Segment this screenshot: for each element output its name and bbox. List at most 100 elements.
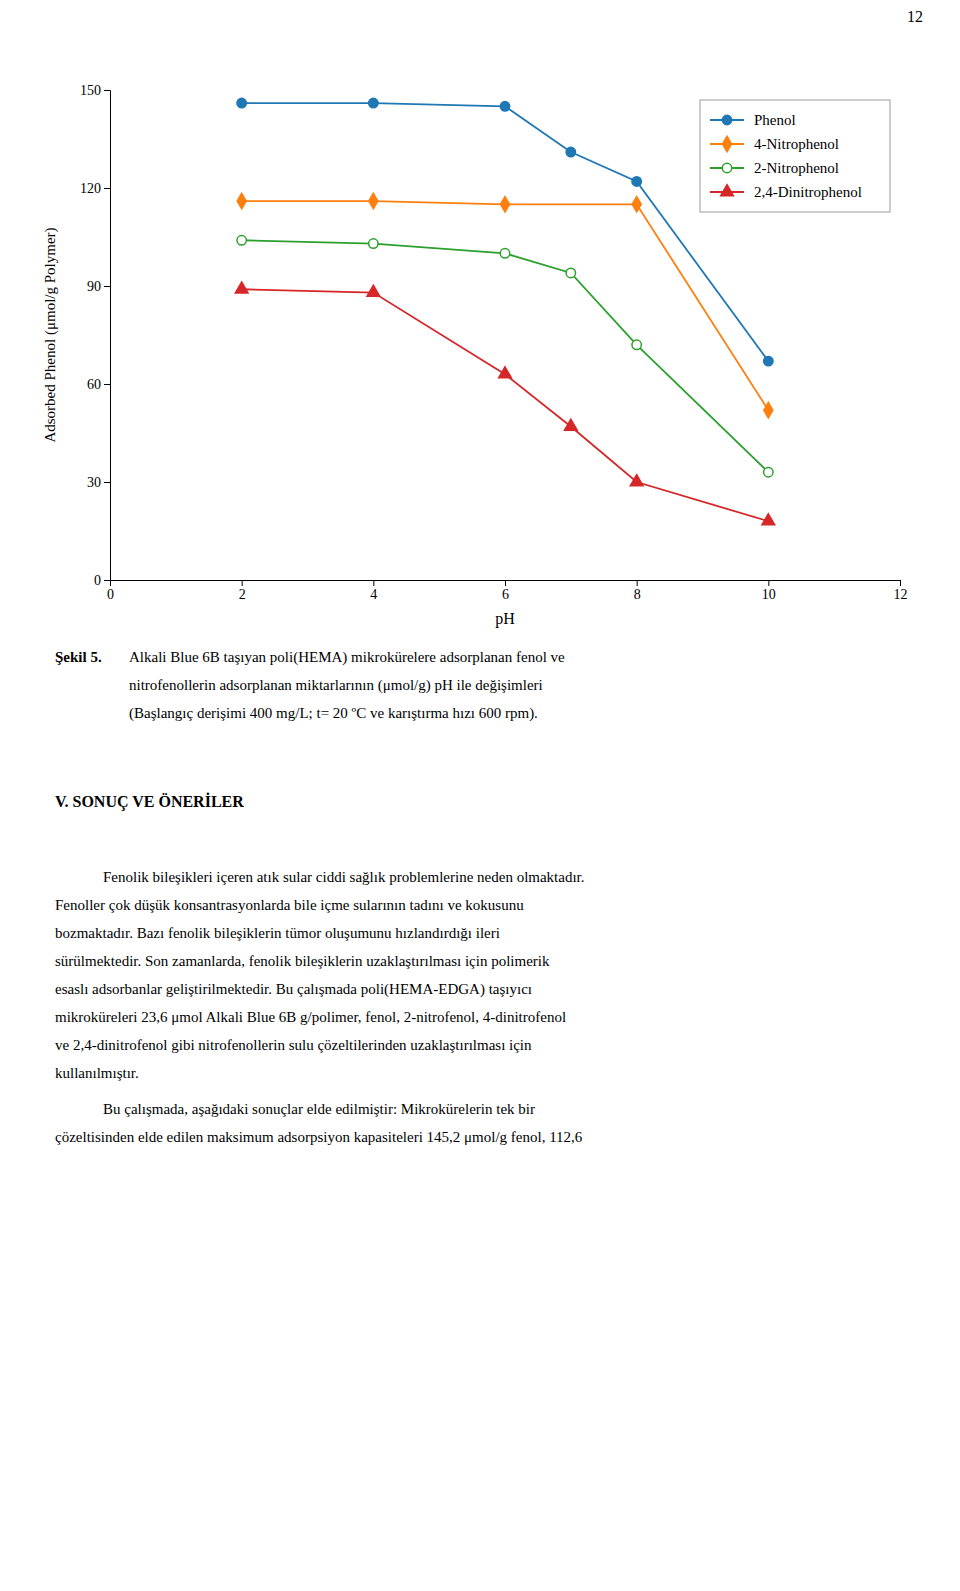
series bbox=[237, 193, 773, 418]
y-axis-title: Adsorbed Phenol (μmol/g Polymer) bbox=[42, 227, 59, 442]
body-line: Fenoller çok düşük konsantrasyonlarda bi… bbox=[55, 897, 524, 913]
caption-line: Alkali Blue 6B taşıyan poli(HEMA) mikrok… bbox=[129, 649, 565, 666]
legend-label: 4-Nitrophenol bbox=[754, 136, 839, 152]
body-line: çözeltisinden elde edilen maksimum adsor… bbox=[55, 1129, 583, 1145]
x-tick-label: 0 bbox=[107, 587, 114, 602]
body-line: mikroküreleri 23,6 μmol Alkali Blue 6B g… bbox=[55, 1009, 566, 1025]
y-tick-mark bbox=[104, 384, 110, 385]
x-tick-mark bbox=[505, 580, 506, 586]
y-tick-label: 150 bbox=[80, 83, 101, 98]
point bbox=[762, 514, 775, 525]
legend-label: Phenol bbox=[754, 112, 796, 128]
point bbox=[632, 177, 641, 186]
body-line: esaslı adsorbanlar geliştirilmektedir. B… bbox=[55, 981, 532, 998]
body-line: sürülmektedir. Son zamanlarda, fenolik b… bbox=[55, 953, 550, 969]
point bbox=[764, 402, 773, 418]
y-tick-label: 30 bbox=[87, 475, 101, 490]
plot-area bbox=[235, 98, 774, 525]
point bbox=[367, 285, 380, 296]
y-tick-mark bbox=[104, 286, 110, 287]
point bbox=[764, 356, 773, 365]
point bbox=[237, 236, 246, 245]
y-tick: 30 bbox=[87, 475, 110, 490]
legend-box bbox=[700, 100, 890, 212]
point bbox=[499, 367, 512, 378]
x-tick: 0 bbox=[107, 580, 114, 602]
body-line: Fenolik bileşikleri içeren atık sular ci… bbox=[103, 869, 585, 885]
y-tick-label: 0 bbox=[94, 573, 101, 588]
x-axis-line bbox=[111, 581, 901, 587]
legend-item: 2,4-Dinitrophenol bbox=[710, 184, 862, 200]
y-tick: 0 bbox=[94, 573, 110, 588]
y-tick: 60 bbox=[87, 377, 110, 392]
chart: 0246810120306090120150pHAdsorbed Phenol … bbox=[42, 83, 908, 628]
legend-marker bbox=[723, 136, 732, 152]
x-tick: 4 bbox=[370, 580, 377, 602]
point bbox=[501, 197, 510, 213]
point bbox=[237, 98, 246, 107]
y-tick-label: 90 bbox=[87, 279, 101, 294]
y-tick-mark bbox=[104, 482, 110, 483]
caption-line: (Başlangıç derişimi 400 mg/L; t= 20 ºC v… bbox=[129, 705, 538, 722]
series-line bbox=[242, 103, 769, 361]
y-tick-mark bbox=[104, 90, 110, 91]
legend-marker bbox=[722, 163, 731, 172]
series bbox=[237, 236, 773, 477]
series-line bbox=[242, 289, 769, 521]
x-tick-label: 6 bbox=[502, 587, 509, 602]
legend-item: 2-Nitrophenol bbox=[710, 160, 839, 176]
point bbox=[500, 102, 509, 111]
point bbox=[500, 249, 509, 258]
y-tick: 90 bbox=[87, 279, 110, 294]
legend-label: 2,4-Dinitrophenol bbox=[754, 184, 862, 200]
body-line: Bu çalışmada, aşağıdaki sonuçlar elde ed… bbox=[103, 1101, 535, 1117]
y-tick-mark bbox=[104, 580, 110, 581]
y-tick-label: 60 bbox=[87, 377, 101, 392]
point bbox=[369, 193, 378, 209]
x-tick-label: 2 bbox=[239, 587, 246, 602]
point bbox=[566, 268, 575, 277]
point bbox=[632, 340, 641, 349]
y-axis: 0 30 60 90 120 150 bbox=[80, 83, 111, 588]
y-tick: 120 bbox=[80, 181, 110, 196]
point bbox=[369, 239, 378, 248]
y-tick: 150 bbox=[80, 83, 110, 98]
point bbox=[632, 197, 641, 213]
legend-label: 2-Nitrophenol bbox=[754, 160, 839, 176]
x-axis: 024681012 bbox=[107, 580, 908, 602]
body-line: kullanılmıştır. bbox=[55, 1065, 139, 1081]
series-line bbox=[242, 201, 769, 410]
point bbox=[237, 193, 246, 209]
point bbox=[564, 419, 577, 430]
x-tick-label: 8 bbox=[634, 587, 641, 602]
y-axis-line bbox=[104, 91, 111, 581]
y-tick-label: 120 bbox=[80, 181, 101, 196]
x-tick-label: 10 bbox=[762, 587, 776, 602]
series-line bbox=[242, 240, 769, 472]
x-tick-mark bbox=[242, 580, 243, 586]
x-tick-label: 4 bbox=[370, 587, 377, 602]
x-tick: 2 bbox=[239, 580, 246, 602]
legend-item: Phenol bbox=[710, 112, 796, 128]
x-tick-mark bbox=[900, 580, 901, 586]
x-axis-title: pH bbox=[495, 610, 515, 628]
x-tick: 6 bbox=[502, 580, 509, 602]
section-title: V. SONUÇ VE ÖNERİLER bbox=[55, 792, 244, 811]
point bbox=[369, 98, 378, 107]
x-tick: 10 bbox=[762, 580, 776, 602]
x-tick-mark bbox=[768, 580, 769, 586]
legend-item: 4-Nitrophenol bbox=[710, 136, 839, 152]
legend-marker bbox=[721, 185, 734, 196]
series bbox=[235, 282, 774, 525]
y-tick-mark bbox=[104, 188, 110, 189]
caption-label: Şekil 5. bbox=[55, 649, 102, 665]
x-tick: 8 bbox=[634, 580, 641, 602]
caption-line: nitrofenollerin adsorplanan miktarlarını… bbox=[129, 677, 543, 694]
point bbox=[764, 467, 773, 476]
page: 120 2 4 6 8 10 12 0 30 60 90 120 150 pH Adsorbed Pheno… bbox=[0, 0, 960, 1591]
series bbox=[237, 98, 773, 366]
x-tick-mark bbox=[637, 580, 638, 586]
legend-marker bbox=[722, 115, 731, 124]
x-tick-mark bbox=[373, 580, 374, 586]
page-number: 12 bbox=[907, 8, 923, 25]
